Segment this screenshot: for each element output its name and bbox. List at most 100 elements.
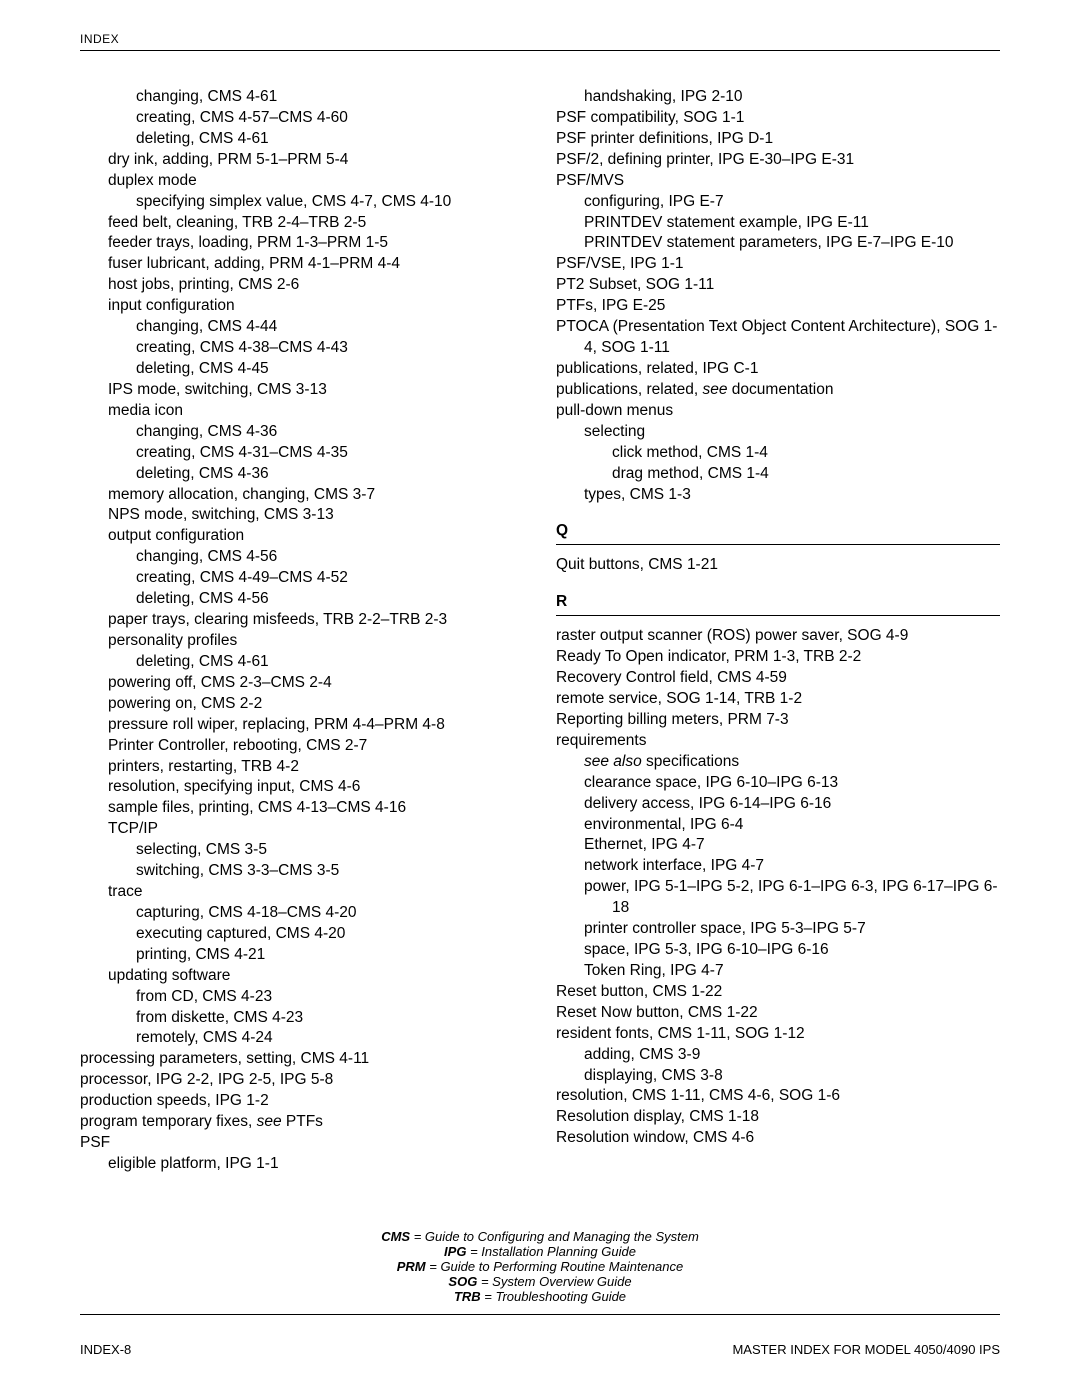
index-entry: drag method, CMS 1-4 — [556, 464, 1000, 485]
legend-def: = Guide to Configuring and Managing the … — [410, 1229, 699, 1244]
index-columns: changing, CMS 4-61creating, CMS 4-57–CMS… — [80, 87, 1000, 1175]
legend-row: SOG = System Overview Guide — [0, 1274, 1080, 1289]
index-entry: changing, CMS 4-56 — [80, 547, 524, 568]
index-entry: eligible platform, IPG 1-1 — [80, 1154, 524, 1175]
index-entry: from CD, CMS 4-23 — [80, 987, 524, 1008]
index-entry: PSF compatibility, SOG 1-1 — [556, 108, 1000, 129]
index-entry: from diskette, CMS 4-23 — [80, 1008, 524, 1029]
legend-row: PRM = Guide to Performing Routine Mainte… — [0, 1259, 1080, 1274]
index-entry: remote service, SOG 1-14, TRB 1-2 — [556, 689, 1000, 710]
index-entry: resolution, CMS 1-11, CMS 4-6, SOG 1-6 — [556, 1086, 1000, 1107]
index-entry: production speeds, IPG 1-2 — [80, 1091, 524, 1112]
index-page: INDEX changing, CMS 4-61creating, CMS 4-… — [0, 0, 1080, 1397]
index-entry: updating software — [80, 966, 524, 987]
index-entry: powering off, CMS 2-3–CMS 2-4 — [80, 673, 524, 694]
index-entry: PSF/MVS — [556, 171, 1000, 192]
index-entry: executing captured, CMS 4-20 — [80, 924, 524, 945]
index-entry: Token Ring, IPG 4-7 — [556, 961, 1000, 982]
index-entry: pressure roll wiper, replacing, PRM 4-4–… — [80, 715, 524, 736]
see-reference: see — [257, 1113, 282, 1130]
see-reference: see also — [584, 753, 642, 770]
section-letter: R — [556, 592, 1000, 616]
index-entry: powering on, CMS 2-2 — [80, 694, 524, 715]
index-entry: Reset button, CMS 1-22 — [556, 982, 1000, 1003]
index-entry: switching, CMS 3-3–CMS 3-5 — [80, 861, 524, 882]
legend-def: = Troubleshooting Guide — [481, 1289, 626, 1304]
index-entry: Recovery Control field, CMS 4-59 — [556, 668, 1000, 689]
index-entry: remotely, CMS 4-24 — [80, 1028, 524, 1049]
index-entry: PSF/2, defining printer, IPG E-30–IPG E-… — [556, 150, 1000, 171]
page-footer: INDEX-8 MASTER INDEX FOR MODEL 4050/4090… — [80, 1342, 1000, 1357]
index-entry: PTFs, IPG E-25 — [556, 296, 1000, 317]
index-entry: printer controller space, IPG 5-3–IPG 5-… — [556, 919, 1000, 940]
see-reference: see — [702, 381, 727, 398]
index-entry: program temporary fixes, see PTFs — [80, 1112, 524, 1133]
legend-def: = Guide to Performing Routine Maintenanc… — [426, 1259, 684, 1274]
index-entry: resident fonts, CMS 1-11, SOG 1-12 — [556, 1024, 1000, 1045]
legend-abbr: PRM — [397, 1259, 426, 1274]
index-entry: processing parameters, setting, CMS 4-11 — [80, 1049, 524, 1070]
index-entry: Resolution window, CMS 4-6 — [556, 1128, 1000, 1149]
index-entry: duplex mode — [80, 171, 524, 192]
legend-def: = System Overview Guide — [477, 1274, 631, 1289]
index-entry: PRINTDEV statement example, IPG E-11 — [556, 213, 1000, 234]
legend-abbr: IPG — [444, 1244, 466, 1259]
index-entry: delivery access, IPG 6-14–IPG 6-16 — [556, 794, 1000, 815]
index-entry: creating, CMS 4-38–CMS 4-43 — [80, 338, 524, 359]
index-entry: feed belt, cleaning, TRB 2-4–TRB 2-5 — [80, 213, 524, 234]
index-entry: raster output scanner (ROS) power saver,… — [556, 626, 1000, 647]
legend-row: CMS = Guide to Configuring and Managing … — [0, 1229, 1080, 1244]
index-entry: PSF printer definitions, IPG D-1 — [556, 129, 1000, 150]
index-entry: creating, CMS 4-57–CMS 4-60 — [80, 108, 524, 129]
index-entry: trace — [80, 882, 524, 903]
index-entry: selecting — [556, 422, 1000, 443]
index-entry: space, IPG 5-3, IPG 6-10–IPG 6-16 — [556, 940, 1000, 961]
index-entry: displaying, CMS 3-8 — [556, 1066, 1000, 1087]
index-entry: Ethernet, IPG 4-7 — [556, 835, 1000, 856]
index-entry: PSF — [80, 1133, 524, 1154]
index-entry: pull-down menus — [556, 401, 1000, 422]
legend-row: IPG = Installation Planning Guide — [0, 1244, 1080, 1259]
index-entry: personality profiles — [80, 631, 524, 652]
index-entry: publications, related, IPG C-1 — [556, 359, 1000, 380]
index-entry: Resolution display, CMS 1-18 — [556, 1107, 1000, 1128]
index-entry: PT2 Subset, SOG 1-11 — [556, 275, 1000, 296]
index-entry: memory allocation, changing, CMS 3-7 — [80, 485, 524, 506]
index-entry: printing, CMS 4-21 — [80, 945, 524, 966]
index-entry: creating, CMS 4-31–CMS 4-35 — [80, 443, 524, 464]
index-entry: types, CMS 1-3 — [556, 485, 1000, 506]
index-entry: IPS mode, switching, CMS 3-13 — [80, 380, 524, 401]
legend-rule — [80, 1314, 1000, 1315]
index-entry: NPS mode, switching, CMS 3-13 — [80, 505, 524, 526]
index-entry: Ready To Open indicator, PRM 1-3, TRB 2-… — [556, 647, 1000, 668]
index-entry: input configuration — [80, 296, 524, 317]
index-entry: output configuration — [80, 526, 524, 547]
index-entry: Reporting billing meters, PRM 7-3 — [556, 710, 1000, 731]
index-entry: media icon — [80, 401, 524, 422]
index-entry: environmental, IPG 6-4 — [556, 815, 1000, 836]
index-entry: sample files, printing, CMS 4-13–CMS 4-1… — [80, 798, 524, 819]
legend-abbr: CMS — [381, 1229, 410, 1244]
index-entry: specifying simplex value, CMS 4-7, CMS 4… — [80, 192, 524, 213]
index-entry: dry ink, adding, PRM 5-1–PRM 5-4 — [80, 150, 524, 171]
index-entry: fuser lubricant, adding, PRM 4-1–PRM 4-4 — [80, 254, 524, 275]
index-entry: Printer Controller, rebooting, CMS 2-7 — [80, 736, 524, 757]
index-entry: adding, CMS 3-9 — [556, 1045, 1000, 1066]
index-entry: Quit buttons, CMS 1-21 — [556, 555, 1000, 576]
index-entry: requirements — [556, 731, 1000, 752]
section-letter: Q — [556, 521, 1000, 545]
index-entry: changing, CMS 4-61 — [80, 87, 524, 108]
index-entry: capturing, CMS 4-18–CMS 4-20 — [80, 903, 524, 924]
index-entry: power, IPG 5-1–IPG 5-2, IPG 6-1–IPG 6-3,… — [556, 877, 1000, 919]
index-entry: feeder trays, loading, PRM 1-3–PRM 1-5 — [80, 233, 524, 254]
index-entry: publications, related, see documentation — [556, 380, 1000, 401]
index-entry: host jobs, printing, CMS 2-6 — [80, 275, 524, 296]
index-entry: PTOCA (Presentation Text Object Content … — [556, 317, 1000, 359]
index-entry: PSF/VSE, IPG 1-1 — [556, 254, 1000, 275]
legend-abbr: SOG — [448, 1274, 477, 1289]
index-entry: configuring, IPG E-7 — [556, 192, 1000, 213]
index-entry: network interface, IPG 4-7 — [556, 856, 1000, 877]
index-entry: click method, CMS 1-4 — [556, 443, 1000, 464]
index-entry: clearance space, IPG 6-10–IPG 6-13 — [556, 773, 1000, 794]
index-entry: deleting, CMS 4-56 — [80, 589, 524, 610]
